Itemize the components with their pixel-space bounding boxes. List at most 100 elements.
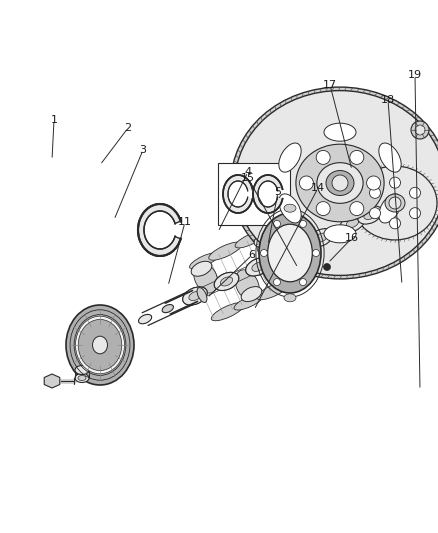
Ellipse shape — [281, 211, 310, 227]
Ellipse shape — [246, 258, 270, 276]
Circle shape — [367, 176, 381, 190]
Circle shape — [410, 208, 420, 219]
Bar — [218, 163, 290, 225]
Ellipse shape — [284, 294, 296, 302]
Circle shape — [316, 150, 330, 164]
Ellipse shape — [296, 144, 384, 222]
Text: 5: 5 — [275, 187, 282, 197]
Ellipse shape — [231, 87, 438, 279]
Ellipse shape — [283, 248, 296, 257]
Ellipse shape — [324, 225, 356, 243]
Ellipse shape — [82, 324, 118, 366]
Ellipse shape — [254, 232, 275, 247]
Circle shape — [411, 121, 429, 139]
Polygon shape — [223, 175, 252, 213]
Text: 19: 19 — [408, 70, 422, 80]
Circle shape — [350, 150, 364, 164]
Circle shape — [389, 197, 401, 209]
Ellipse shape — [191, 261, 212, 276]
Text: 2: 2 — [124, 123, 131, 133]
Ellipse shape — [214, 272, 239, 290]
Circle shape — [324, 263, 331, 271]
Ellipse shape — [235, 270, 259, 300]
Text: 15: 15 — [241, 173, 255, 183]
Ellipse shape — [268, 224, 312, 282]
Ellipse shape — [254, 221, 287, 239]
Circle shape — [370, 187, 381, 198]
Ellipse shape — [298, 240, 322, 271]
Circle shape — [370, 208, 381, 219]
Circle shape — [332, 175, 348, 191]
Ellipse shape — [364, 211, 376, 220]
Circle shape — [261, 249, 268, 256]
Text: 6: 6 — [248, 250, 255, 260]
Circle shape — [300, 221, 307, 228]
Ellipse shape — [235, 232, 265, 248]
Text: 3: 3 — [139, 145, 146, 155]
Ellipse shape — [183, 287, 207, 305]
Circle shape — [273, 221, 280, 228]
Text: 16: 16 — [345, 233, 359, 243]
Circle shape — [410, 187, 420, 198]
Circle shape — [300, 176, 314, 190]
Ellipse shape — [183, 287, 207, 305]
Circle shape — [389, 218, 400, 229]
Ellipse shape — [78, 319, 122, 370]
Ellipse shape — [138, 314, 152, 324]
Ellipse shape — [346, 219, 359, 228]
Ellipse shape — [211, 303, 244, 321]
Ellipse shape — [358, 206, 382, 224]
Ellipse shape — [234, 294, 263, 310]
Ellipse shape — [309, 229, 333, 247]
Text: 14: 14 — [311, 183, 325, 193]
Polygon shape — [138, 204, 180, 256]
Ellipse shape — [279, 143, 301, 172]
Ellipse shape — [75, 316, 124, 374]
Polygon shape — [44, 374, 60, 388]
Ellipse shape — [257, 281, 290, 300]
Ellipse shape — [379, 143, 401, 172]
Ellipse shape — [197, 287, 207, 302]
Ellipse shape — [75, 366, 89, 375]
Text: 1: 1 — [50, 115, 57, 125]
Ellipse shape — [189, 292, 201, 301]
Ellipse shape — [284, 204, 296, 212]
Ellipse shape — [325, 252, 354, 268]
Ellipse shape — [194, 263, 218, 293]
Text: 17: 17 — [323, 80, 337, 90]
Text: 4: 4 — [244, 167, 251, 177]
Ellipse shape — [279, 194, 301, 223]
Ellipse shape — [302, 261, 335, 279]
Circle shape — [350, 201, 364, 216]
Ellipse shape — [353, 166, 437, 240]
Circle shape — [313, 249, 320, 256]
Ellipse shape — [300, 200, 333, 218]
Ellipse shape — [309, 229, 333, 247]
Polygon shape — [253, 175, 283, 213]
Circle shape — [300, 279, 307, 286]
Ellipse shape — [379, 194, 401, 223]
Text: 11: 11 — [178, 217, 192, 227]
Ellipse shape — [326, 171, 354, 196]
Ellipse shape — [277, 243, 302, 261]
Ellipse shape — [190, 253, 219, 269]
Ellipse shape — [350, 164, 438, 243]
Ellipse shape — [235, 91, 438, 276]
Ellipse shape — [259, 213, 321, 293]
Ellipse shape — [340, 214, 365, 232]
Ellipse shape — [277, 243, 302, 261]
Ellipse shape — [358, 206, 382, 224]
Ellipse shape — [340, 214, 365, 232]
Circle shape — [316, 201, 330, 216]
Circle shape — [273, 279, 280, 286]
Ellipse shape — [317, 163, 363, 203]
Ellipse shape — [315, 233, 327, 242]
Circle shape — [389, 177, 400, 188]
Ellipse shape — [214, 272, 239, 290]
Text: 18: 18 — [381, 95, 395, 105]
Ellipse shape — [246, 258, 270, 276]
Ellipse shape — [78, 376, 86, 381]
Ellipse shape — [385, 194, 405, 212]
Ellipse shape — [241, 287, 262, 302]
Ellipse shape — [92, 336, 107, 354]
